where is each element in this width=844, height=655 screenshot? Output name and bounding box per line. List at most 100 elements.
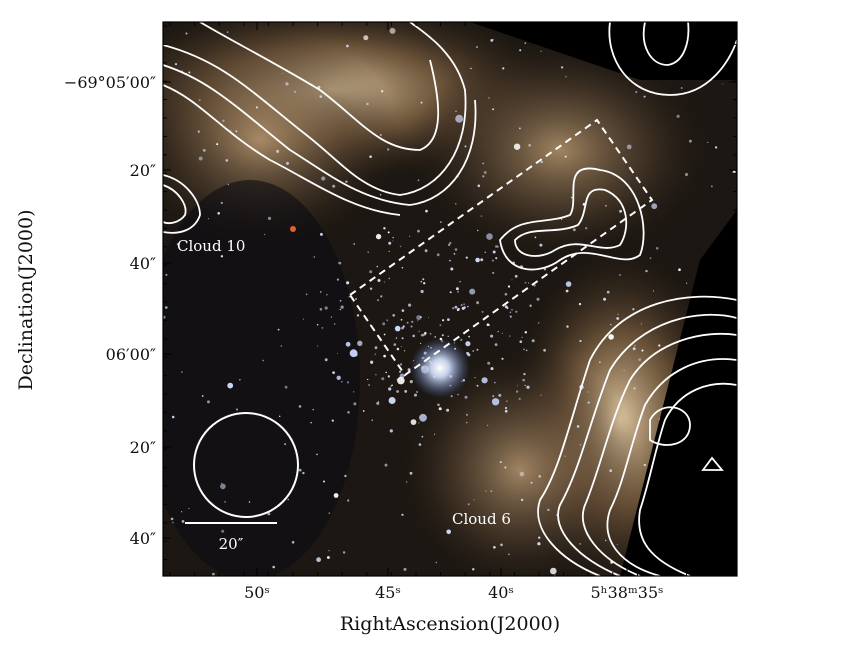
star — [495, 257, 498, 260]
star — [165, 273, 168, 276]
star — [313, 256, 315, 258]
star — [417, 229, 420, 233]
star — [392, 314, 396, 317]
star — [163, 315, 166, 319]
star — [524, 331, 527, 334]
star — [416, 315, 422, 321]
star — [284, 385, 288, 389]
star — [379, 193, 382, 196]
star — [418, 443, 422, 446]
star — [450, 267, 454, 271]
star — [336, 352, 338, 354]
star — [676, 114, 680, 118]
star — [417, 179, 420, 182]
star — [460, 304, 463, 307]
star — [389, 429, 393, 433]
star — [519, 127, 521, 130]
star — [235, 130, 238, 133]
star — [501, 357, 504, 360]
star — [454, 248, 458, 251]
star — [523, 348, 525, 351]
star — [468, 335, 470, 338]
star — [401, 326, 404, 330]
star — [272, 565, 276, 569]
cloud-10-label: Cloud 10 — [177, 237, 245, 255]
star — [499, 461, 502, 464]
star — [396, 390, 399, 393]
star — [387, 375, 390, 378]
star — [399, 363, 403, 366]
star — [564, 155, 567, 158]
y-tick-label: 40″ — [130, 254, 156, 273]
star — [686, 282, 688, 284]
star — [342, 551, 346, 554]
star — [332, 184, 336, 188]
star — [480, 258, 484, 262]
star — [623, 369, 625, 371]
star — [394, 325, 401, 332]
star — [477, 184, 481, 188]
star — [347, 499, 350, 502]
star — [460, 338, 463, 341]
star — [220, 255, 224, 258]
star — [333, 493, 339, 498]
star — [324, 358, 328, 362]
star — [319, 308, 323, 311]
star — [326, 294, 328, 296]
star — [385, 371, 388, 374]
star — [346, 381, 350, 384]
star — [388, 241, 392, 245]
star — [310, 422, 312, 424]
star — [379, 133, 382, 137]
star — [509, 315, 512, 318]
star — [382, 322, 386, 326]
star — [486, 233, 493, 240]
star — [376, 401, 380, 405]
star — [391, 384, 393, 387]
star — [220, 483, 226, 490]
star — [543, 268, 547, 271]
star — [447, 335, 449, 337]
star — [401, 266, 404, 269]
star — [643, 463, 646, 467]
star — [336, 375, 341, 380]
star — [439, 324, 442, 326]
star — [222, 119, 225, 123]
star — [526, 385, 530, 389]
star — [538, 475, 541, 478]
star — [498, 393, 502, 397]
star — [680, 87, 683, 89]
star — [293, 90, 297, 93]
star — [579, 443, 582, 446]
star — [363, 35, 369, 41]
star — [473, 499, 475, 501]
dashed-region — [348, 118, 654, 377]
star — [504, 305, 508, 309]
star — [606, 290, 610, 294]
star — [490, 334, 494, 338]
star — [207, 400, 210, 404]
star — [487, 424, 489, 426]
star — [565, 76, 567, 78]
star — [421, 435, 424, 438]
star — [420, 342, 422, 344]
star — [418, 330, 420, 332]
star — [321, 176, 326, 181]
y-tick-label: 06′00″ — [106, 345, 156, 364]
star — [495, 245, 498, 248]
star — [490, 490, 493, 492]
star — [389, 27, 396, 34]
star — [500, 543, 503, 547]
x-tick-label: 45ˢ — [375, 583, 401, 602]
star — [345, 180, 348, 183]
star — [619, 209, 622, 213]
star — [420, 280, 423, 283]
star — [436, 253, 440, 257]
star — [302, 318, 304, 320]
star — [678, 268, 681, 272]
star — [605, 205, 607, 207]
star — [399, 370, 402, 373]
star — [457, 291, 459, 293]
star — [537, 542, 541, 546]
star — [452, 307, 455, 310]
